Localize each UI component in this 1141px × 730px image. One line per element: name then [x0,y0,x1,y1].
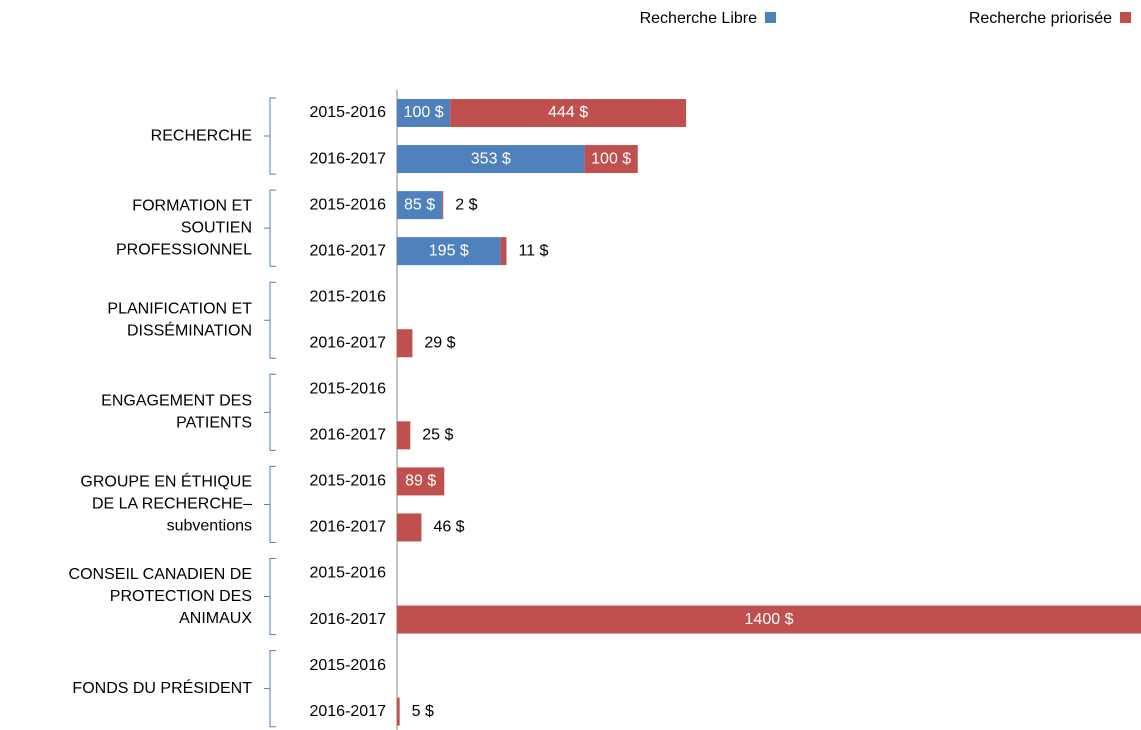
group-label: PATIENTS [176,415,252,432]
group-bracket [264,558,276,636]
category-label: 2015-2016 [309,104,386,121]
data-label: 444 $ [548,104,588,121]
data-label: 11 $ [518,242,548,259]
data-label: 5 $ [412,703,434,720]
category-label: 2015-2016 [309,288,386,305]
group-label: PROFESSIONNEL [116,241,252,258]
legend-swatch [765,12,776,23]
group-bracket [264,650,276,728]
category-label: 2016-2017 [309,242,386,259]
data-label: 1400 $ [745,611,794,628]
data-label: 353 $ [471,150,511,167]
group-label: PROTECTION DES [110,588,252,605]
legend-label: Recherche priorisée [969,10,1112,27]
group-label: PLANIFICATION ET [107,300,252,317]
data-label: 89 $ [405,473,436,490]
legend-swatch [1120,12,1131,23]
bar-segment [397,99,451,127]
data-label: 2 $ [455,196,477,213]
bar-segment [397,145,585,174]
data-label: 46 $ [433,519,464,536]
data-label: 85 $ [404,196,435,213]
bar-segment [584,145,638,174]
bar-segment [397,513,422,542]
category-label: 2015-2016 [309,381,386,398]
bar-segment [397,329,413,358]
data-label: 195 $ [429,242,469,259]
group-label: FORMATION ET [132,197,252,214]
group-label: subventions [167,518,252,535]
group-label: CONSEIL CANADIEN DE [69,566,252,583]
group-label: SOUTIEN [181,219,252,236]
group-label: GROUPE EN ÉTHIQUE [80,472,252,491]
bar-segment [442,191,444,220]
bar-segment [397,605,1141,634]
group-label: ENGAGEMENT DES [101,393,252,410]
group-bracket [264,281,276,359]
bar-segment [500,237,507,266]
bar-segment [397,697,400,726]
bar-segment [397,467,445,496]
category-label: 2015-2016 [309,473,386,490]
group-label: FONDS DU PRÉSIDENT [72,678,252,697]
bar-segment [397,421,411,450]
category-label: 2016-2017 [309,519,386,536]
data-label: 100 $ [591,150,631,167]
data-label: 29 $ [424,334,455,351]
group-label: ANIMAUX [179,610,252,627]
group-label: RECHERCHE [151,127,252,144]
group-bracket [264,465,276,543]
data-label: 25 $ [422,427,453,444]
group-bracket [264,189,276,267]
category-label: 2015-2016 [309,565,386,582]
bar-segment [450,99,687,127]
legend-label: Recherche Libre [640,10,758,27]
group-label: DE LA RECHERCHE– [92,496,252,513]
group-bracket [264,373,276,451]
category-label: 2016-2017 [309,427,386,444]
group-bracket [264,97,276,175]
bar-segment [397,191,443,220]
category-label: 2015-2016 [309,657,386,674]
data-label: 100 $ [404,104,444,121]
group-label: DISSÉMINATION [127,320,252,339]
category-label: 2016-2017 [309,150,386,167]
category-label: 2016-2017 [309,334,386,351]
category-label: 2016-2017 [309,703,386,720]
category-label: 2015-2016 [309,196,386,213]
bar-segment [397,237,501,266]
category-label: 2016-2017 [309,611,386,628]
